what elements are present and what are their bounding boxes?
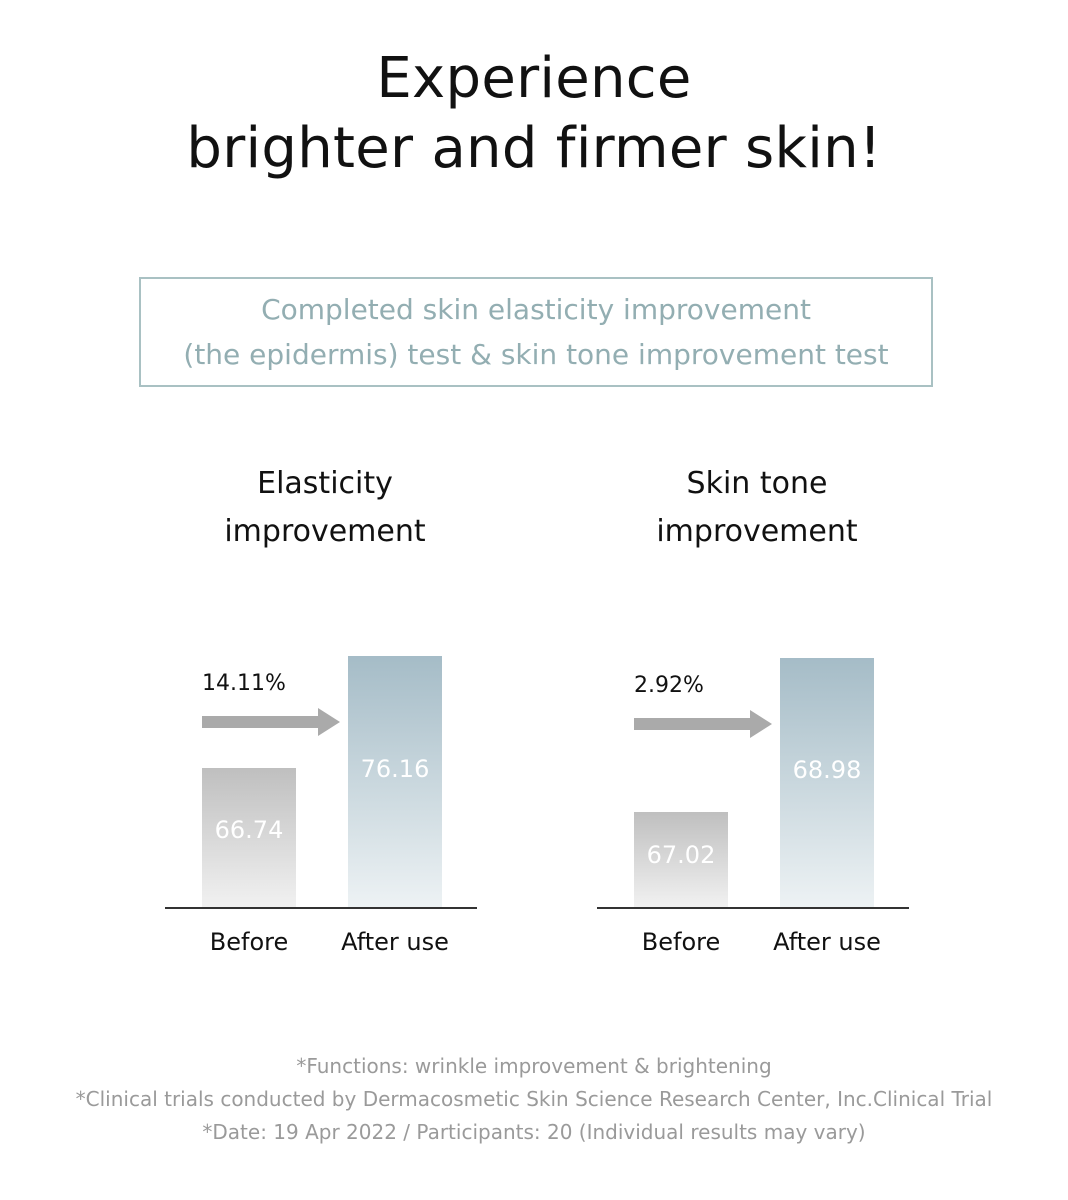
notice-line-2: (the epidermis) test & skin tone improve… (183, 338, 889, 371)
bar-after (348, 655, 442, 907)
headline: Experience brighter and firmer skin! (0, 44, 1068, 184)
category-label-before: Before (641, 928, 721, 956)
elasticity-chart: Elasticity improvement 66.74 Before 76.16 A… (165, 460, 485, 980)
chart-baseline (165, 907, 477, 909)
footnote-functions: *Functions: wrinkle improvement & bright… (296, 1054, 772, 1078)
bar-after (780, 658, 874, 907)
bar-value-after: 68.98 (792, 756, 862, 785)
category-label-after: After use (341, 928, 449, 956)
headline-line-1: Experience (376, 46, 692, 111)
footnote-clinical-trials: *Clinical trials conducted by Dermacosme… (75, 1087, 993, 1111)
chart-title-line-2: improvement (224, 514, 426, 549)
test-notice-box: Completed skin elasticity improvement (t… (139, 277, 933, 387)
notice-line-1: Completed skin elasticity improvement (261, 293, 811, 326)
chart-title: Skin tone improvement (597, 460, 917, 556)
increase-arrow-icon (634, 710, 772, 739)
footnote-date: *Date: 19 Apr 2022 / Participants: 20 (I… (202, 1120, 866, 1144)
skin-tone-chart: Skin tone improvement 67.02 Before 68.98 Af… (597, 460, 917, 980)
chart-title-line-2: improvement (656, 514, 858, 549)
footnotes: *Functions: wrinkle improvement & bright… (0, 1050, 1068, 1149)
chart-title-line-1: Skin tone (686, 466, 828, 501)
increase-percent-label: 2.92% (634, 673, 704, 699)
category-label-before: Before (209, 928, 289, 956)
chart-baseline (597, 907, 909, 909)
bar-before (634, 811, 728, 907)
increase-percent-label: 14.11% (202, 670, 286, 696)
category-label-after: After use (773, 928, 881, 956)
headline-line-2: brighter and firmer skin! (186, 116, 882, 181)
increase-arrow-icon (202, 707, 340, 736)
bar-value-before: 67.02 (646, 840, 716, 869)
bar-before (202, 767, 296, 907)
bar-value-after: 76.16 (360, 754, 430, 783)
chart-title-line-1: Elasticity (257, 466, 393, 501)
bar-value-before: 66.74 (214, 816, 284, 845)
chart-title: Elasticity improvement (165, 460, 485, 556)
